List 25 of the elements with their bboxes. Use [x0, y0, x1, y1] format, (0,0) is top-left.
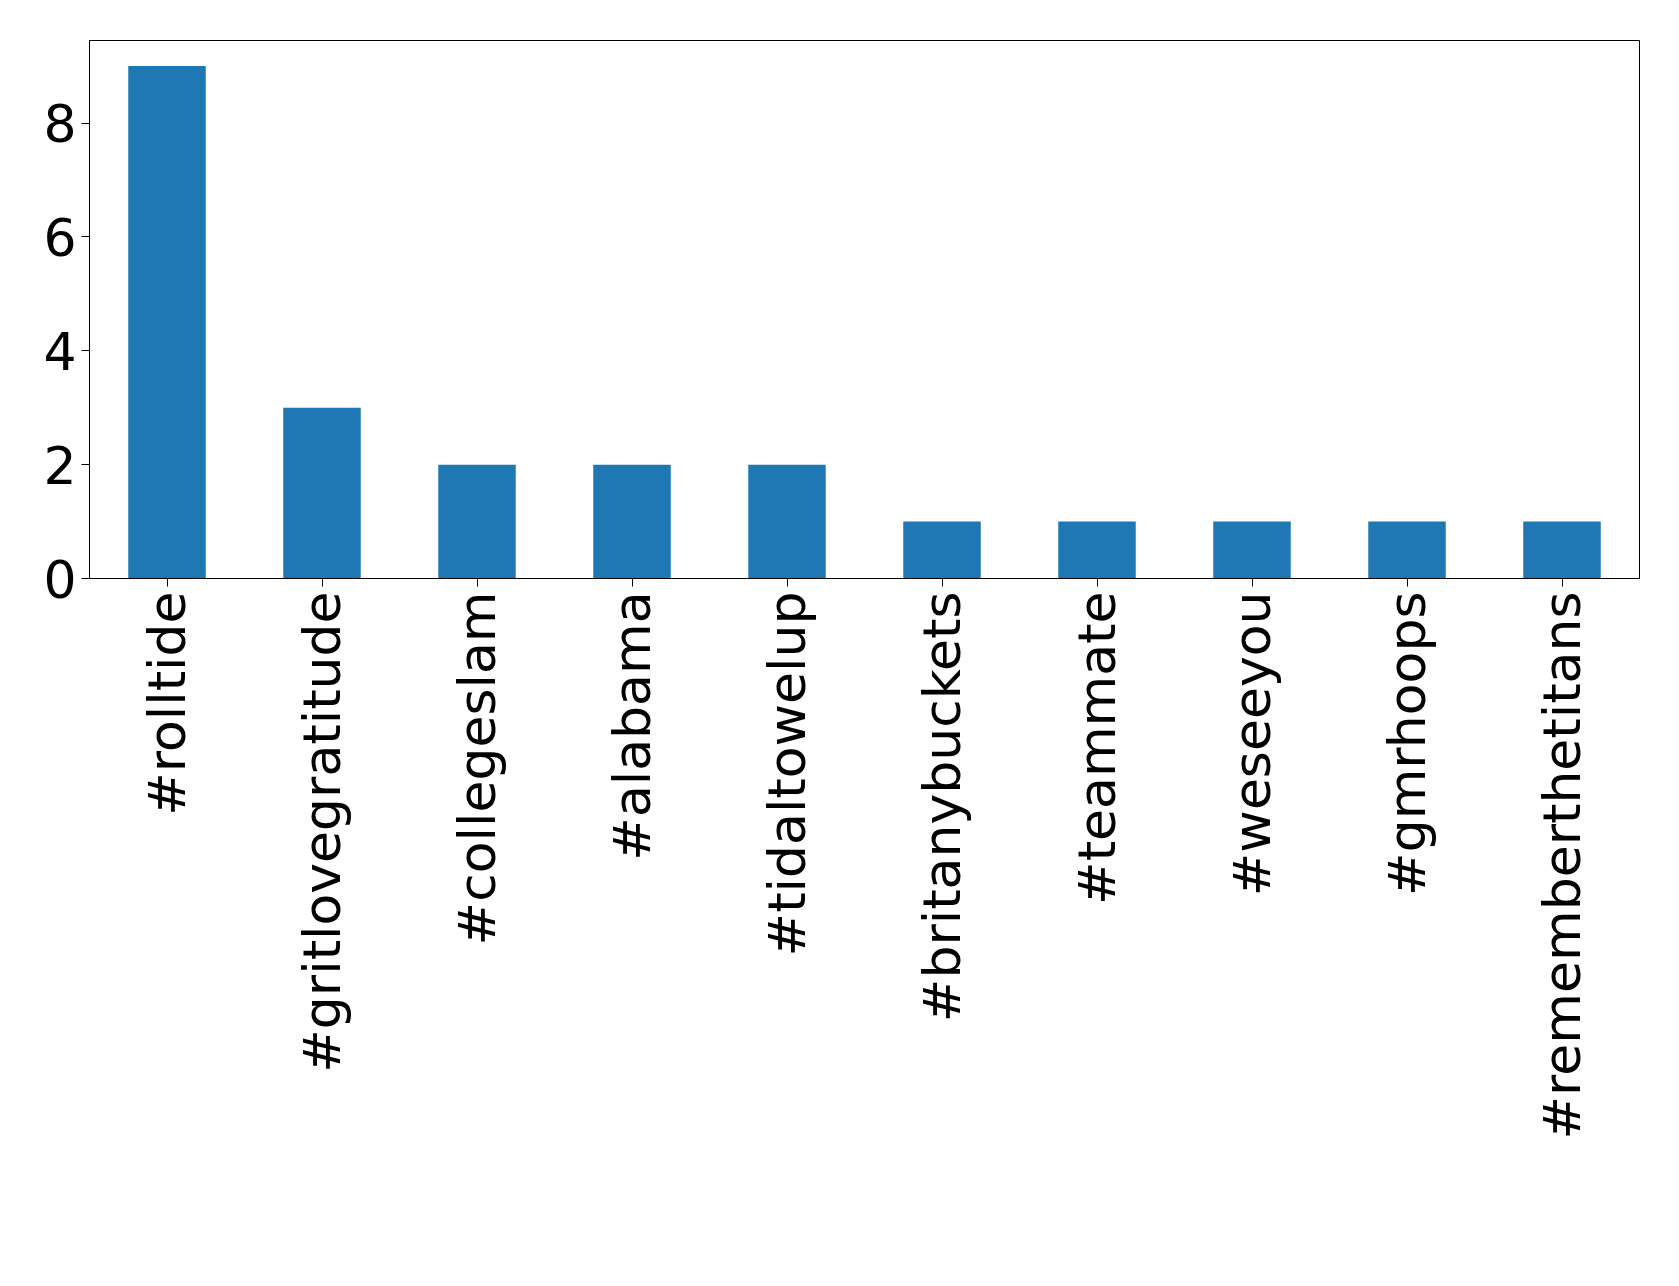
x-tick-label: #britanybuckets — [912, 591, 972, 1023]
bar — [438, 464, 516, 579]
x-tick-label: #gmrhoops — [1377, 591, 1437, 896]
bar — [593, 464, 671, 579]
x-tick-label: #teammate — [1067, 591, 1127, 905]
x-tick-label: #rolltide — [137, 591, 197, 816]
x-tick-label: #weseeyou — [1222, 591, 1282, 897]
bar — [1523, 521, 1601, 579]
x-tick-label: #tidaltowelup — [757, 591, 817, 957]
y-tick-label: 2 — [43, 435, 77, 496]
bar — [1213, 521, 1291, 579]
y-tick-label: 4 — [43, 321, 77, 382]
bar — [283, 407, 361, 579]
bar — [128, 66, 206, 579]
x-tick-label: #rememberthetitans — [1532, 591, 1592, 1140]
bar — [748, 464, 826, 579]
bar — [903, 521, 981, 579]
y-tick-label: 8 — [43, 94, 77, 155]
y-tick-label: 6 — [43, 207, 77, 268]
y-tick-label: 0 — [43, 549, 77, 610]
bar — [1368, 521, 1446, 579]
bar — [1058, 521, 1136, 579]
x-tick-label: #collegeslam — [447, 591, 507, 946]
x-tick-label: #gritlovegratitude — [292, 591, 352, 1073]
x-tick-label: #alabama — [602, 591, 662, 861]
